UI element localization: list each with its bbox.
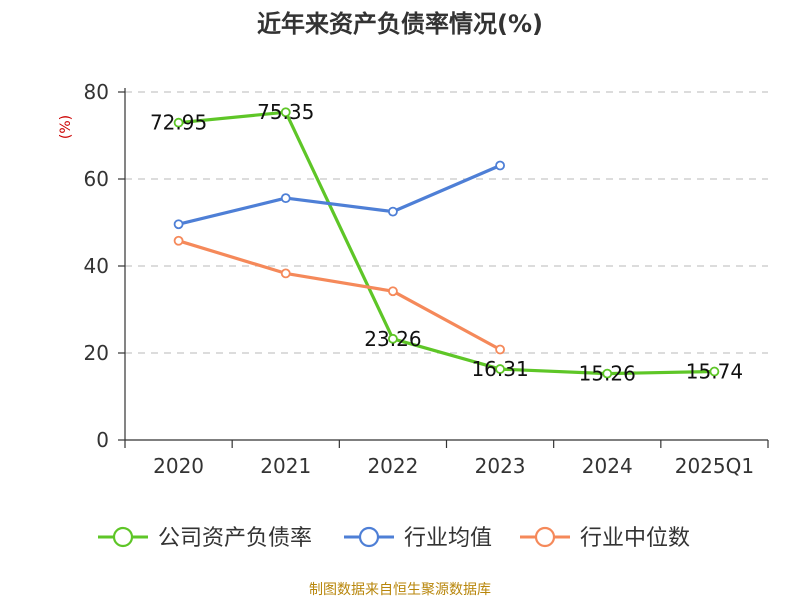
y-tick-label: 60: [84, 167, 109, 191]
data-source: 制图数据来自恒生聚源数据库: [309, 582, 491, 598]
series-line-1: [178, 164, 501, 226]
data-point: [173, 235, 184, 246]
data-point: [602, 368, 613, 379]
data-label: 15.74: [686, 360, 743, 384]
data-point: [388, 206, 398, 217]
data-point: [173, 219, 184, 230]
data-label: 72.95: [150, 111, 207, 135]
data-point: [280, 107, 291, 118]
data-point: [388, 333, 398, 344]
data-label: 15.26: [579, 362, 636, 386]
data-label: 75.35: [257, 100, 314, 124]
data-point: [709, 366, 720, 377]
y-tick-label: 80: [84, 80, 109, 104]
legend-marker: [112, 526, 134, 548]
legend-label: 公司资产负债率: [158, 526, 312, 551]
data-point: [388, 286, 398, 297]
x-tick-label: 2021: [260, 454, 311, 478]
series-line-2: [178, 239, 501, 351]
y-tick-label: 20: [84, 341, 109, 365]
x-tick-label: 2025Q1: [675, 454, 754, 478]
chart-title: 近年来资产负债率情况(%): [257, 10, 543, 38]
legend-label: 行业均值: [404, 526, 492, 551]
data-point: [173, 117, 184, 128]
series-line-0: [178, 110, 715, 376]
y-axis-label: (%): [58, 115, 74, 139]
data-point: [280, 193, 291, 204]
x-tick-label: 2024: [582, 454, 633, 478]
data-label: 16.31: [471, 357, 528, 381]
x-tick-label: 2023: [475, 454, 526, 478]
data-label: 23.26: [364, 327, 421, 351]
y-tick-label: 40: [84, 254, 109, 278]
y-tick-label: 0: [96, 428, 109, 452]
x-tick-label: 2020: [153, 454, 204, 478]
legend-label: 行业中位数: [580, 526, 690, 551]
legend-marker: [534, 526, 556, 548]
data-point: [495, 344, 505, 355]
x-tick-label: 2022: [367, 454, 418, 478]
data-point: [280, 268, 291, 279]
data-point: [495, 364, 505, 374]
data-point: [495, 160, 505, 171]
legend-marker: [358, 526, 380, 548]
